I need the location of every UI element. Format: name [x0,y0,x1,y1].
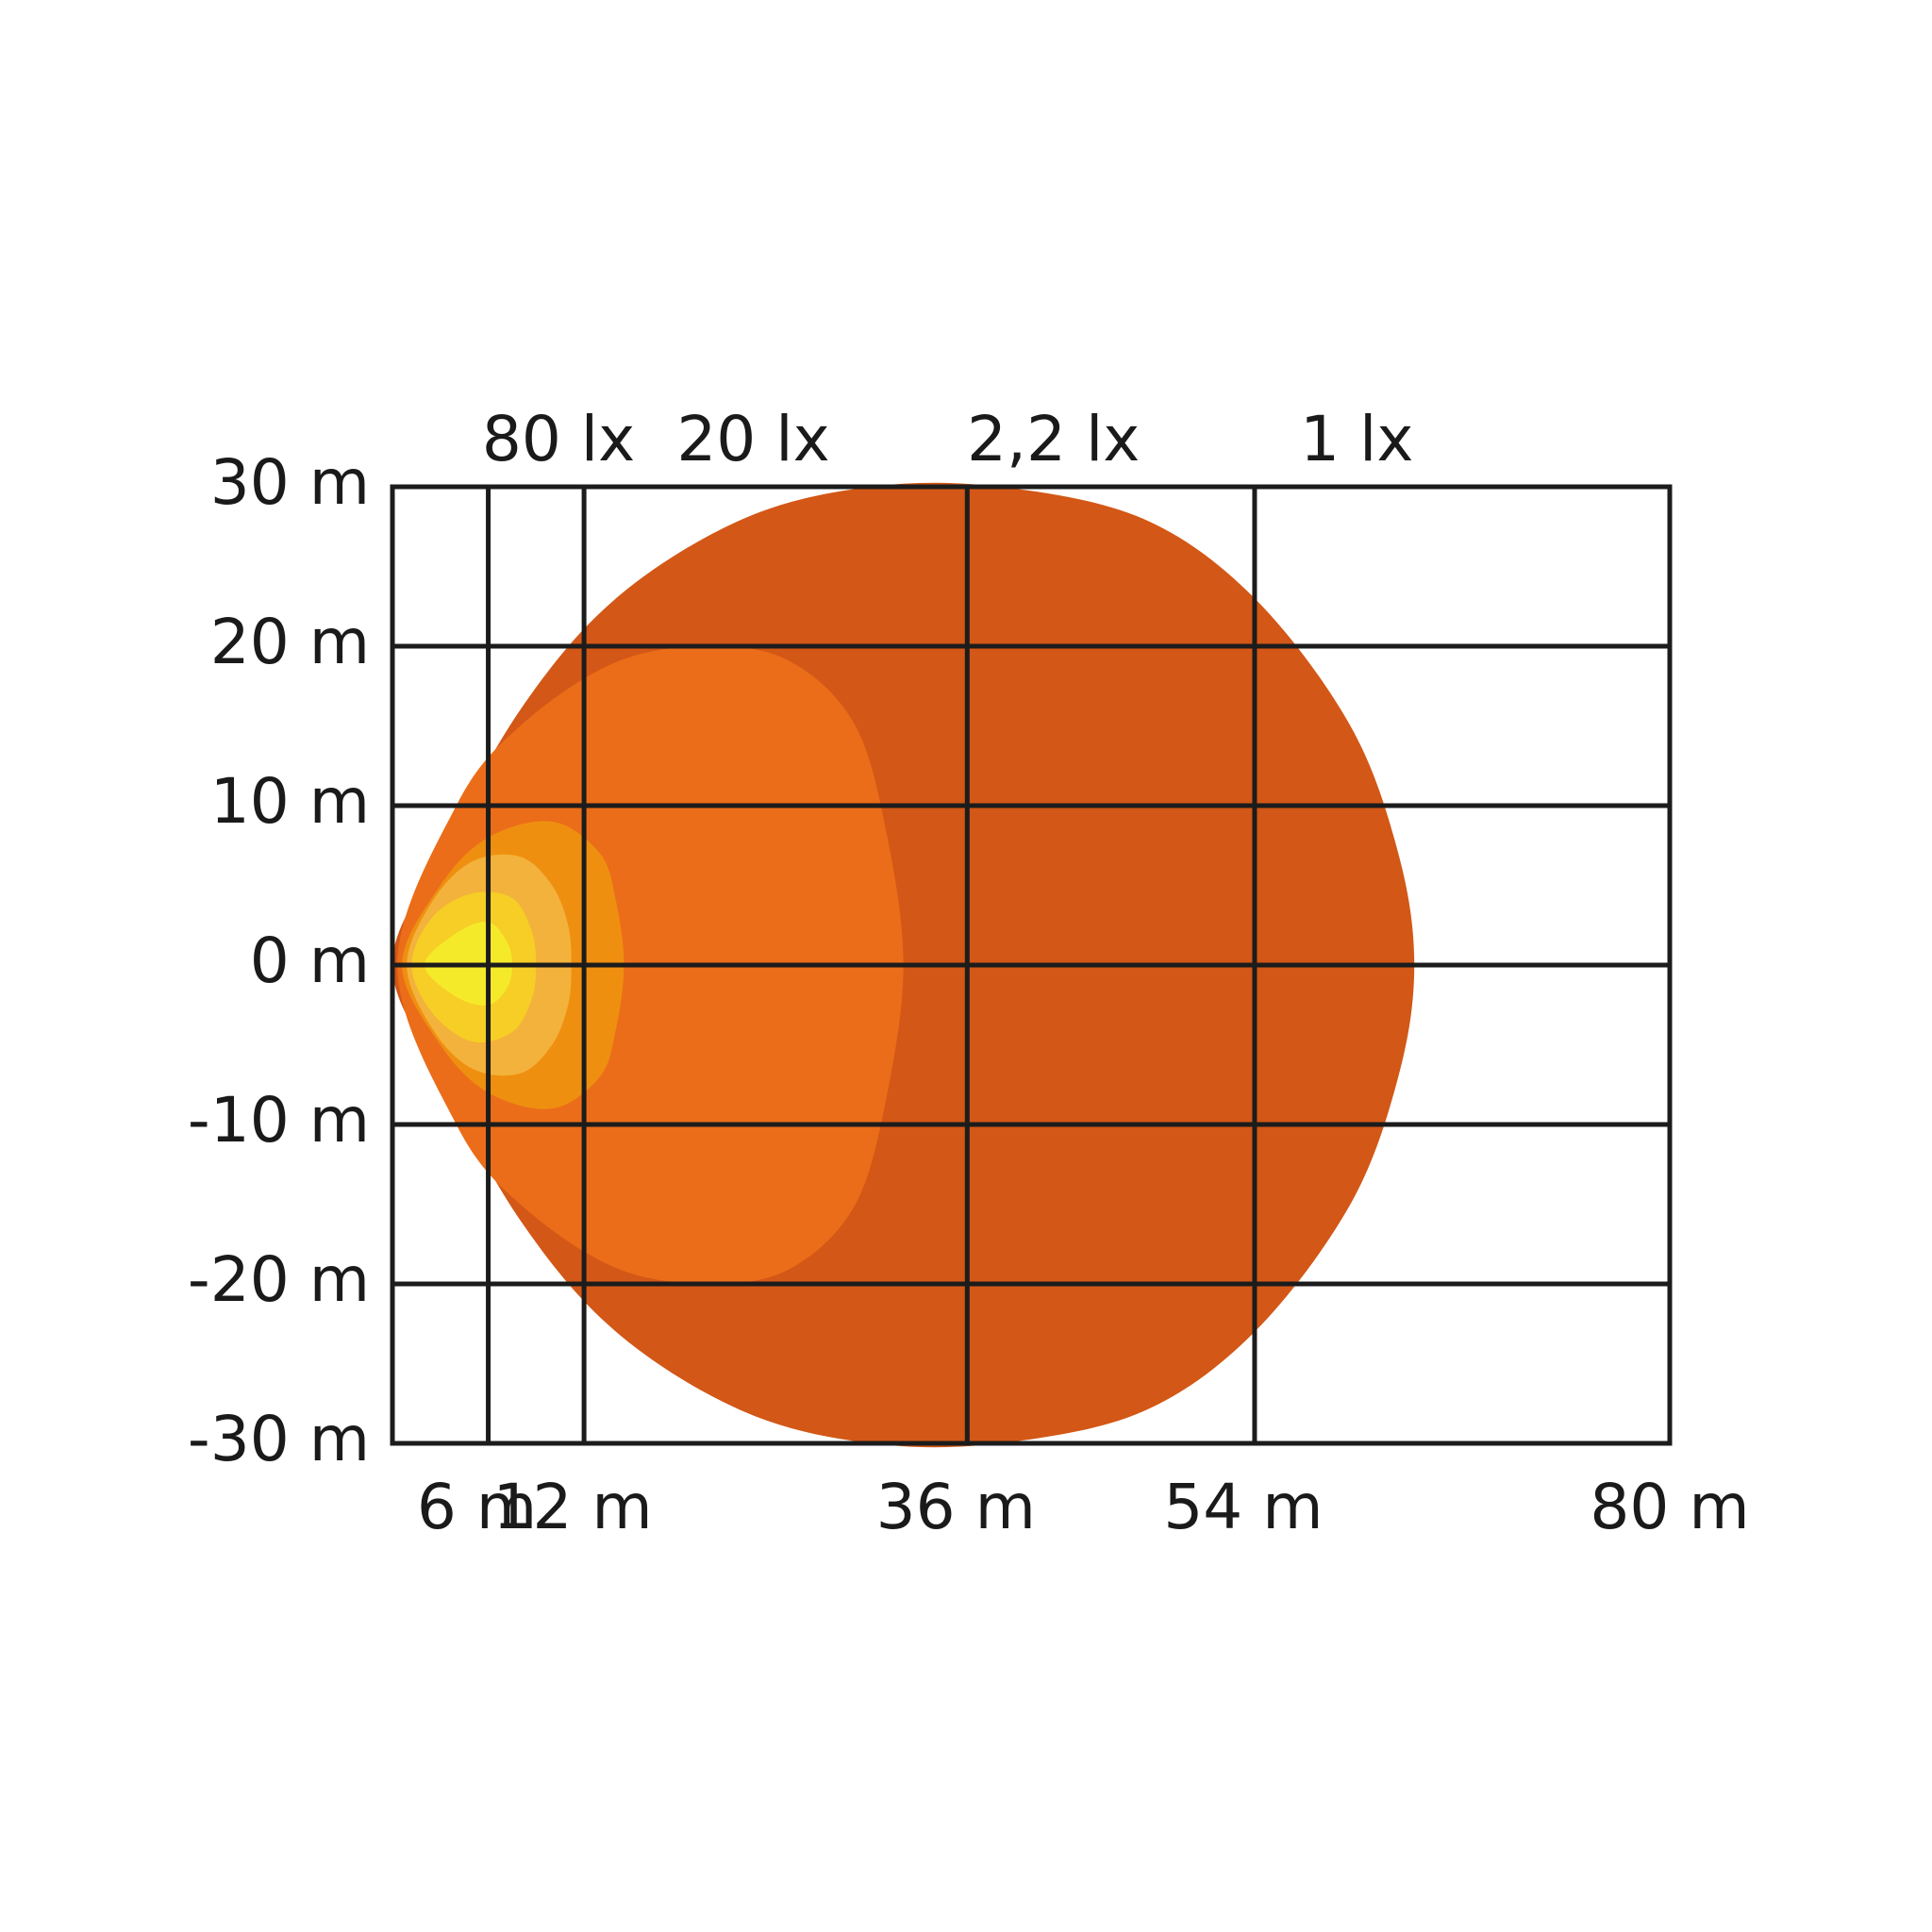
x-tick-label: 12 m [492,1471,652,1543]
y-tick-label: -20 m [188,1243,370,1316]
y-tick-label: -10 m [188,1084,370,1157]
isolux-level-label: 20 lx [676,403,829,475]
y-tick-label: 0 m [250,924,370,997]
chart-grid [390,484,1673,1446]
y-tick-label: -30 m [188,1403,370,1475]
x-tick-label: 6 m [417,1471,537,1543]
isolux-level-label: 1 lx [1300,403,1413,475]
y-tick-label: 30 m [210,446,370,519]
chart-labels: 30 m 20 m 10 m 0 m -10 m -20 m -30 m 6 m12 m 36 … [188,403,1750,1543]
x-tick-label: 80 m [1590,1471,1749,1543]
y-tick-label: 20 m [210,606,370,678]
isolux-level-label: 80 lx [482,403,635,475]
x-tick-label: 54 m [1163,1471,1323,1543]
y-tick-label: 10 m [210,765,370,838]
isolux-level-label: 2,2 lx [967,403,1140,475]
x-tick-label: 36 m [876,1471,1036,1543]
